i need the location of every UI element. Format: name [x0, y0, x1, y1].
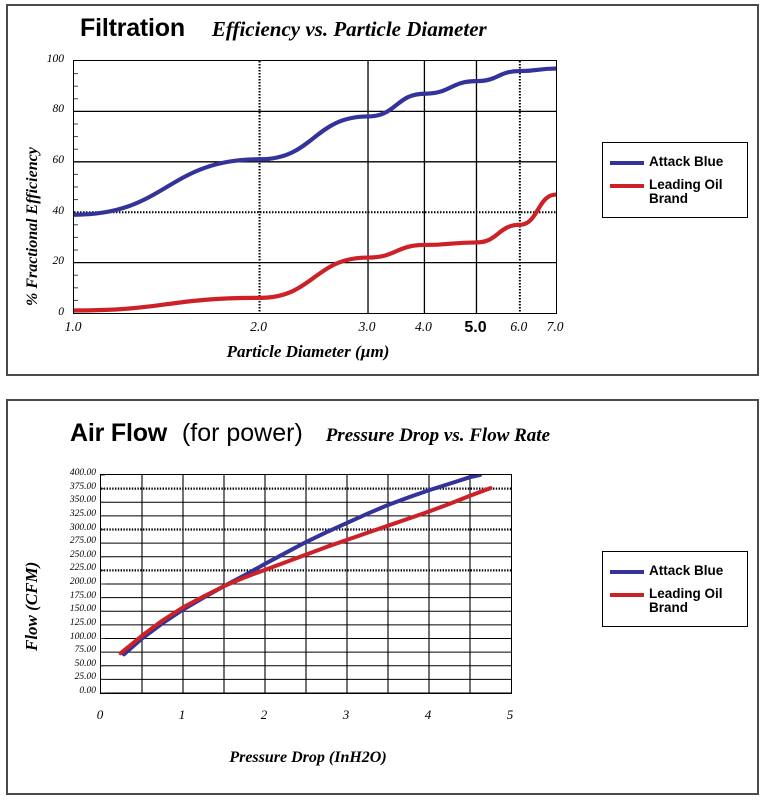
legend-item-label: Leading Oil Brand: [649, 177, 723, 207]
filtration-x-tick: 6.0: [510, 319, 528, 334]
airflow-title: Air Flow (for power) Pressure Drop vs. F…: [70, 419, 550, 448]
airflow-panel: Air Flow (for power) Pressure Drop vs. F…: [6, 399, 759, 795]
legend-color-swatch: [610, 570, 644, 574]
airflow-y-tick: 325.00: [69, 508, 96, 519]
airflow-y-tick: 0.00: [79, 686, 96, 696]
airflow-y-tick: 250.00: [69, 549, 96, 560]
filtration-x-tick: 4.0: [414, 319, 432, 334]
filtration-x-tick: 1.0: [64, 319, 82, 334]
filtration-title: Filtration Efficiency vs. Particle Diame…: [80, 14, 487, 43]
airflow-plot-area: [100, 474, 512, 694]
filtration-y-tick: 60: [52, 154, 65, 166]
filtration-y-tick: 80: [52, 103, 65, 115]
legend-item[interactable]: Attack Blue: [610, 563, 739, 578]
airflow-grid: [101, 475, 511, 693]
airflow-x-tick: 0: [96, 707, 104, 722]
legend-item-label: Attack Blue: [649, 154, 724, 169]
airflow-y-tick: 400.00: [69, 468, 96, 478]
filtration-grid: [74, 61, 556, 313]
airflow-title-main-light: (for power): [181, 419, 303, 447]
airflow-title-main: Air Flow: [70, 419, 168, 447]
filtration-y-tick: 0: [58, 306, 64, 318]
airflow-x-tick: 3: [342, 707, 350, 722]
filtration-plot-area: [73, 60, 557, 314]
airflow-x-tick: 1: [178, 707, 186, 722]
airflow-legend: Attack Blue Leading Oil Brand: [602, 551, 748, 627]
filtration-series-lines: [74, 66, 556, 313]
airflow-y-tick: 225.00: [69, 563, 96, 574]
airflow-y-tick: 25.00: [74, 672, 96, 683]
filtration-x-tick: 7.0: [546, 319, 564, 334]
airflow-y-tick: 50.00: [74, 658, 96, 669]
airflow-y-tick: 200.00: [69, 577, 96, 587]
filtration-x-tick: 2.0: [250, 319, 267, 334]
legend-item[interactable]: Attack Blue: [610, 154, 739, 169]
airflow-x-tick: 4: [424, 707, 432, 722]
airflow-y-tick: 100.00: [69, 631, 96, 642]
legend-item[interactable]: Leading Oil Brand: [610, 177, 739, 207]
filtration-x-tick: 3.0: [358, 319, 376, 334]
legend-color-swatch: [610, 593, 644, 598]
airflow-x-tick: 2: [260, 707, 268, 722]
airflow-y-tick: 125.00: [69, 617, 96, 628]
filtration-y-axis-label: % Fractional Efficiency: [24, 147, 41, 306]
legend-color-swatch: [610, 184, 644, 189]
airflow-series-lines: [118, 475, 493, 657]
legend-item-label: Leading Oil Brand: [649, 586, 723, 616]
filtration-legend: Attack Blue Leading Oil Brand: [602, 142, 748, 218]
legend-color-swatch: [610, 161, 644, 165]
airflow-y-tick: 175.00: [69, 590, 96, 601]
filtration-y-tick: 40: [52, 205, 65, 217]
airflow-title-sub: Pressure Drop vs. Flow Rate: [325, 425, 551, 446]
airflow-y-tick: 150.00: [69, 604, 96, 615]
airflow-y-tick: 75.00: [74, 645, 96, 656]
filtration-x-axis-label: Particle Diameter (µm): [226, 342, 390, 361]
airflow-y-axis-label: Flow (CFM): [22, 561, 41, 651]
airflow-y-tick: 350.00: [69, 495, 96, 506]
airflow-y-tick: 275.00: [69, 536, 96, 547]
filtration-panel: Filtration Efficiency vs. Particle Diame…: [6, 4, 759, 376]
airflow-x-tick: 5: [506, 707, 514, 722]
airflow-y-tick: 375.00: [69, 481, 96, 492]
filtration-x-tick: 5.0: [464, 319, 487, 336]
legend-item-label: Attack Blue: [649, 563, 724, 578]
filtration-y-tick: 100: [46, 53, 64, 65]
filtration-title-sub: Efficiency vs. Particle Diameter: [211, 17, 487, 41]
filtration-y-tick: 20: [52, 255, 65, 267]
filtration-title-main: Filtration: [80, 14, 185, 42]
legend-item[interactable]: Leading Oil Brand: [610, 586, 739, 616]
airflow-y-tick: 300.00: [69, 522, 96, 533]
airflow-x-axis-label: Pressure Drop (InH2O): [229, 749, 387, 766]
